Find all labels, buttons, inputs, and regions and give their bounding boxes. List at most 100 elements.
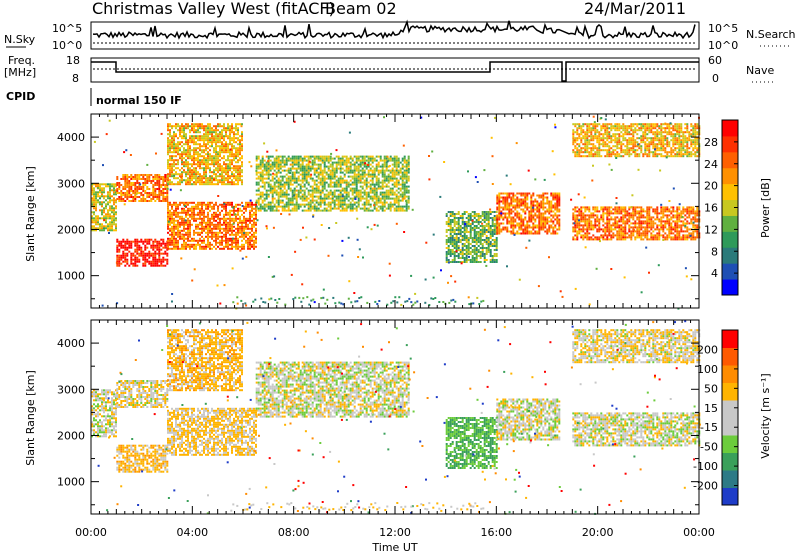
data-cell [235,147,237,150]
data-cell [205,137,207,140]
data-cell [526,208,529,211]
data-cell [447,253,450,255]
data-cell [95,229,97,232]
data-cell [578,220,581,223]
data-cell [103,183,105,186]
data-cell [201,235,203,238]
data-cell [277,157,280,160]
data-cell [305,181,308,184]
data-cell [171,203,173,206]
data-cell [154,178,157,180]
data-cell [558,198,561,201]
data-cell [231,243,233,246]
data-cell [375,207,378,210]
data-cell [359,199,362,202]
data-cell [546,202,549,205]
data-cell [211,247,213,250]
data-cell [201,201,203,204]
data-cell [227,125,229,128]
data-cell [251,243,253,246]
data-cell [311,195,314,198]
data-cell [522,228,525,231]
data-cell [289,177,292,180]
data-cell [475,251,478,253]
data-cell [237,143,239,146]
data-cell [118,260,121,263]
data-cell [510,212,513,215]
data-cell [201,167,203,170]
data-cell [173,159,175,162]
data-cell [263,199,266,202]
data-cell [393,173,396,176]
data-cell [267,169,270,172]
data-cell [154,254,157,257]
data-cell [359,173,362,176]
data-cell [469,247,472,249]
data-cell [357,199,360,202]
data-cell [239,203,241,206]
data-cell [231,145,233,148]
data-cell [265,161,268,164]
data-cell [572,214,575,217]
data-cell [105,195,107,198]
data-cell [175,147,177,150]
data-cell [152,252,155,255]
data-cell [287,187,290,190]
data-cell [225,223,227,226]
data-cell [315,195,318,198]
data-cell [333,161,336,164]
data-cell [453,229,456,231]
data-cell [339,169,342,172]
data-cell [351,175,354,178]
data-cell [317,187,320,190]
data-cell [393,163,396,166]
data-cell [323,195,326,198]
data-cell [389,171,392,174]
data-cell [113,223,115,226]
data-cell [134,178,137,180]
data-cell [299,167,302,170]
data-cell [397,159,400,162]
data-cell [265,155,268,158]
data-cell [473,217,476,219]
data-cell [317,163,320,166]
data-cell [265,165,268,168]
data-cell [479,221,482,223]
data-cell [489,227,492,229]
data-cell [377,173,380,176]
data-cell [487,227,490,229]
data-cell [183,135,185,138]
data-cell [397,179,400,182]
data-cell [152,184,155,186]
data-cell [393,207,396,210]
data-cell [219,159,221,162]
data-cell [124,188,127,190]
data-cell [333,177,336,180]
data-cell [237,155,239,158]
data-cell [321,157,324,160]
data-cell [136,244,139,247]
data-cell [126,198,129,200]
data-cell [233,135,235,138]
data-cell [263,205,266,208]
data-cell [113,201,115,204]
data-cell [311,201,314,204]
data-cell [305,209,308,212]
data-cell [552,222,555,225]
data-cell [229,239,231,242]
data-cell [522,230,525,233]
data-cell [471,259,474,261]
data-cell [550,220,553,223]
data-cell [225,169,227,172]
data-cell [540,196,543,199]
data-cell [524,218,527,221]
data-cell [148,252,151,255]
data-cell [329,155,332,158]
data-cell [463,237,466,239]
data-cell [291,207,294,210]
data-cell [447,219,450,221]
data-cell [144,254,147,257]
data-cell [229,217,231,220]
data-cell [193,239,195,242]
data-cell [359,169,362,172]
